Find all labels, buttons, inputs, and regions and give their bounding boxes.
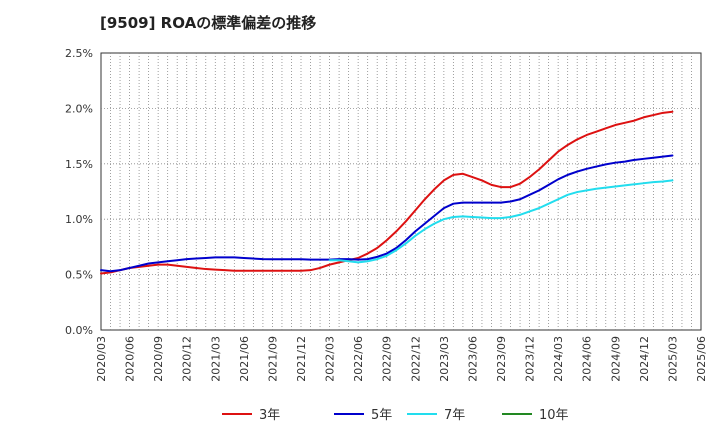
series-layer <box>100 110 674 275</box>
series-line-1 <box>100 110 674 275</box>
y-tick-label: 0.0% <box>65 324 93 337</box>
y-axis-ticks: 0.0% 0.5% 1.0% 1.5% 2.0% 2.5% <box>65 47 93 337</box>
y-tick-label: 2.0% <box>65 102 93 115</box>
x-tick-label: 2023/03 <box>438 336 451 382</box>
x-tick-label: 2025/03 <box>666 336 679 382</box>
y-tick-label: 1.0% <box>65 213 93 226</box>
x-tick-label: 2023/06 <box>466 336 479 382</box>
plot-frame <box>100 52 702 331</box>
x-tick-label: 2022/06 <box>352 336 365 382</box>
legend: 3年 5年 7年 10年 <box>222 408 569 423</box>
x-tick-label: 2020/12 <box>181 336 194 382</box>
x-tick-label: 2022/03 <box>324 336 337 382</box>
series-line-3 <box>328 179 674 264</box>
x-tick-label: 2022/12 <box>409 336 422 382</box>
x-axis-ticks: 2020/03 2020/06 2020/09 2020/12 2021/03 2021/… <box>95 336 708 382</box>
x-tick-label: 2021/12 <box>295 336 308 382</box>
y-tick-label: 0.5% <box>65 269 93 282</box>
x-tick-label: 2023/09 <box>495 336 508 382</box>
chart-title: [9509] ROAの標準偏差の推移 <box>100 14 317 32</box>
series-line-2 <box>100 154 674 273</box>
x-tick-label: 2024/09 <box>609 336 622 382</box>
x-tick-label: 2024/12 <box>638 336 651 382</box>
x-tick-label: 2022/09 <box>381 336 394 382</box>
x-tick-label: 2025/06 <box>695 336 708 382</box>
x-tick-label: 2024/03 <box>552 336 565 382</box>
horizontal-gridlines <box>101 108 701 276</box>
x-tick-label: 2023/12 <box>524 336 537 382</box>
plot-area <box>100 52 702 331</box>
x-tick-label: 2020/06 <box>124 336 137 382</box>
legend-label-1: 3年 <box>259 408 280 423</box>
x-tick-label: 2024/06 <box>581 336 594 382</box>
x-tick-label: 2020/09 <box>152 336 165 382</box>
legend-label-3: 7年 <box>444 408 465 423</box>
x-tick-label: 2020/03 <box>95 336 108 382</box>
y-tick-label: 1.5% <box>65 158 93 171</box>
vertical-gridlines <box>110 53 692 330</box>
legend-label-2: 5年 <box>371 408 392 423</box>
x-tick-label: 2021/09 <box>266 336 279 382</box>
x-tick-label: 2021/03 <box>209 336 222 382</box>
x-tick-label: 2021/06 <box>238 336 251 382</box>
legend-label-4: 10年 <box>539 408 569 423</box>
y-tick-label: 2.5% <box>65 47 93 60</box>
